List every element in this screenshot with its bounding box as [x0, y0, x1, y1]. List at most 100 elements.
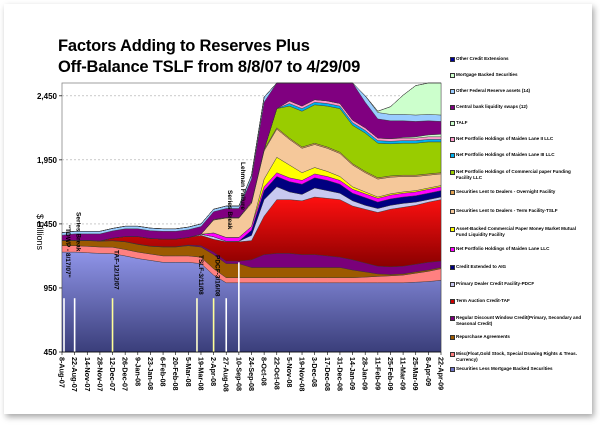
y-axis: 450 950 1,450 1,950 2,450	[37, 92, 62, 357]
annotation-label: PDCF-3/16/08	[214, 255, 221, 297]
annotation-label: "TDWP - 8/17/07"	[64, 225, 71, 278]
legend-label: Other Federal Reserve assets (14)	[456, 88, 531, 93]
chart-title: Factors Adding to Reserves Plus Off-Bala…	[58, 36, 360, 78]
legend-label: Credit Extended to AIG	[456, 264, 507, 269]
legend-swatch	[450, 190, 455, 195]
legend-label: Net Portfolio Holdings of Maiden Lane II…	[456, 152, 555, 157]
legend-swatch	[450, 89, 455, 94]
legend-swatch	[450, 282, 455, 287]
legend-label: Term Auction Credit-TAF	[456, 298, 510, 303]
legend-swatch	[450, 209, 455, 214]
legend-swatch	[450, 265, 455, 270]
x-tick-label: 8-Apr-09	[424, 357, 433, 386]
chart-title-line-1: Factors Adding to Reserves Plus	[58, 37, 310, 55]
legend-label: Repurchase Agreements	[456, 334, 510, 339]
legend-item: Regular Discount Window Credit(Primary, …	[450, 315, 584, 326]
area-series	[61, 82, 442, 353]
legend-swatch	[450, 170, 455, 175]
legend-item: Asset-Backed Commercial Paper Money Mark…	[450, 226, 584, 237]
legend-item: Mortgage Backed Securities	[450, 72, 584, 78]
legend-label: Other Credit Extensions	[456, 56, 509, 61]
x-tick-label: 6-Feb-08	[159, 357, 168, 387]
legend-label: Net Portfolio Holdings of Maiden Lane LL…	[456, 246, 550, 251]
x-tick-label: 5-Mar-08	[184, 357, 193, 387]
x-tick-label: 28-Nov-07	[95, 357, 104, 391]
legend-swatch	[450, 137, 455, 142]
legend-swatch	[450, 352, 455, 357]
legend-item: Securities Lent to Dealers - Term Facili…	[450, 208, 584, 214]
y-tick-label: 1,450	[37, 220, 58, 229]
annotation-label: Lehman Failure	[239, 162, 246, 210]
x-tick-label: 3-Dec-08	[310, 357, 319, 387]
legend-swatch	[450, 367, 455, 372]
x-tick-label: 20-Feb-08	[171, 357, 180, 391]
legend-swatch	[450, 247, 455, 252]
legend-item: Repurchase Agreements	[450, 334, 584, 340]
legend-item: Misc(Float,Gold Stock, Special Drawing R…	[450, 351, 584, 362]
area-other-credit-extensions	[61, 82, 441, 233]
annotations: "TDWP - 8/17/07" Series Break TAF-12/12/07…	[63, 162, 246, 352]
chart-title-line-2: Off-Balance TSLF from 8/8/07 to 4/29/09	[58, 58, 361, 76]
legend-label: Securities Lent to Dealers - Term Facili…	[456, 208, 558, 213]
legend-swatch	[450, 105, 455, 110]
y-tick-label: 950	[44, 284, 58, 293]
x-tick-label: 24-Sep-08	[247, 357, 256, 391]
legend-item: Central bank liquidity swaps (12)	[450, 104, 584, 110]
x-tick-label: 22-Aug-07	[70, 357, 79, 392]
x-tick-label: 11-Feb-09	[373, 357, 382, 390]
annotation-label: Series Break	[226, 190, 233, 230]
x-tick-label: 27-Aug-08	[222, 357, 231, 392]
x-tick-label: 25-Feb-09	[386, 357, 395, 391]
legend-label: Net Portfolio Holdings of Maiden Lane II…	[456, 136, 554, 141]
legend-item: Net Portfolio Holdings of Maiden Lane II…	[450, 152, 584, 158]
annotation-label: TSLF-3/11/08	[197, 255, 204, 295]
legend-item: Credit Extended to AIG	[450, 264, 584, 270]
legend-label: TALF	[456, 120, 468, 125]
x-tick-label: 8-Aug-07	[58, 357, 67, 388]
legend-swatch	[450, 335, 455, 340]
legend-label: Misc(Float,Gold Stock, Special Drawing R…	[456, 351, 577, 362]
legend-item: Primary Dealer Credit Facility-PDCF	[450, 281, 584, 287]
x-tick-label: 25-Mar-09	[411, 357, 420, 391]
x-axis: 8-Aug-07 22-Aug-07 14-Nov-07 28-Nov-07 12-De…	[58, 351, 446, 392]
x-tick-label: 11-Mar-09	[399, 357, 408, 390]
y-axis-label: $ Billions	[35, 214, 45, 251]
legend-label: Mortgage Backed Securities	[456, 72, 518, 77]
x-tick-label: 9-Jan-08	[133, 357, 142, 386]
legend-label: Asset-Backed Commercial Paper Money Mark…	[456, 226, 576, 237]
legend-item: Securities Lent to Dealers - Overnight F…	[450, 189, 584, 195]
legend-label: Net Portfolio Holdings of Commercial pap…	[456, 169, 571, 180]
legend-swatch	[450, 57, 455, 62]
legend-item: Securities Less Mortgage Backed Securiti…	[450, 366, 584, 372]
y-tick-label: 1,950	[37, 156, 58, 165]
legend-swatch	[450, 316, 455, 321]
x-tick-label: 22-Apr-09	[437, 357, 446, 390]
x-tick-label: 14-Jan-09	[348, 357, 357, 390]
annotation-label: Series Break	[75, 212, 82, 252]
legend-label: Primary Dealer Credit Facility-PDCF	[456, 281, 535, 286]
x-tick-label: 14-Nov-07	[83, 357, 92, 391]
legend-swatch	[450, 299, 455, 304]
legend-swatch	[450, 227, 455, 232]
x-tick-label: 26-Dec-07	[121, 357, 130, 391]
x-tick-label: 19-Nov-08	[298, 357, 307, 391]
legend-swatch	[450, 121, 455, 126]
x-tick-label: 5-Nov-08	[285, 357, 294, 387]
legend-item: Other Federal Reserve assets (14)	[450, 88, 584, 94]
x-tick-label: 2-Apr-08	[209, 357, 218, 386]
x-tick-label: 17-Dec-08	[323, 357, 332, 391]
y-tick-label: 450	[44, 348, 58, 357]
legend-label: Central bank liquidity swaps (12)	[456, 104, 528, 109]
legend-label: Securities Less Mortgage Backed Securiti…	[456, 366, 553, 371]
legend-item: Net Portfolio Holdings of Commercial pap…	[450, 169, 584, 180]
legend-item: Other Credit Extensions	[450, 56, 584, 62]
legend-item: Net Portfolio Holdings of Maiden Lane II…	[450, 136, 584, 142]
legend-swatch	[450, 153, 455, 158]
x-tick-label: 19-Mar-08	[197, 357, 206, 391]
x-tick-label: 12-Dec-07	[108, 357, 117, 391]
x-tick-label: 22-Oct-08	[272, 357, 281, 390]
y-tick-label: 2,450	[37, 92, 58, 101]
x-tick-label: 10-Sep-08	[234, 357, 243, 391]
x-tick-label: 8-Oct-08	[260, 357, 269, 386]
